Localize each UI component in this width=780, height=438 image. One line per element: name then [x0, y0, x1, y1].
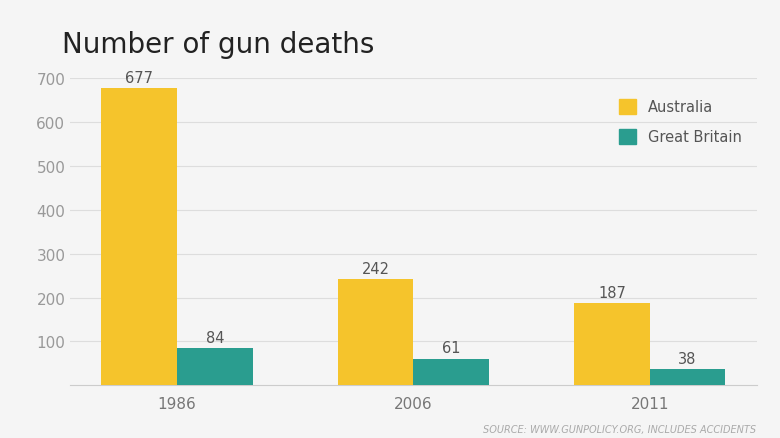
- Bar: [413, 359, 489, 385]
- Text: SOURCE: WWW.GUNPOLICY.ORG, INCLUDES ACCIDENTS: SOURCE: WWW.GUNPOLICY.ORG, INCLUDES ACCI…: [484, 424, 757, 434]
- Bar: [177, 349, 253, 385]
- Text: 84: 84: [206, 331, 224, 346]
- Text: 187: 187: [598, 286, 626, 300]
- Bar: [574, 304, 650, 385]
- Text: 38: 38: [679, 351, 697, 366]
- Bar: [101, 89, 177, 385]
- Text: 61: 61: [442, 341, 460, 356]
- Text: 677: 677: [126, 71, 153, 86]
- Text: 242: 242: [362, 261, 389, 276]
- Bar: [338, 279, 413, 385]
- Legend: Australia, Great Britain: Australia, Great Britain: [612, 92, 750, 152]
- Text: Number of gun deaths: Number of gun deaths: [62, 31, 374, 59]
- Bar: [650, 369, 725, 385]
